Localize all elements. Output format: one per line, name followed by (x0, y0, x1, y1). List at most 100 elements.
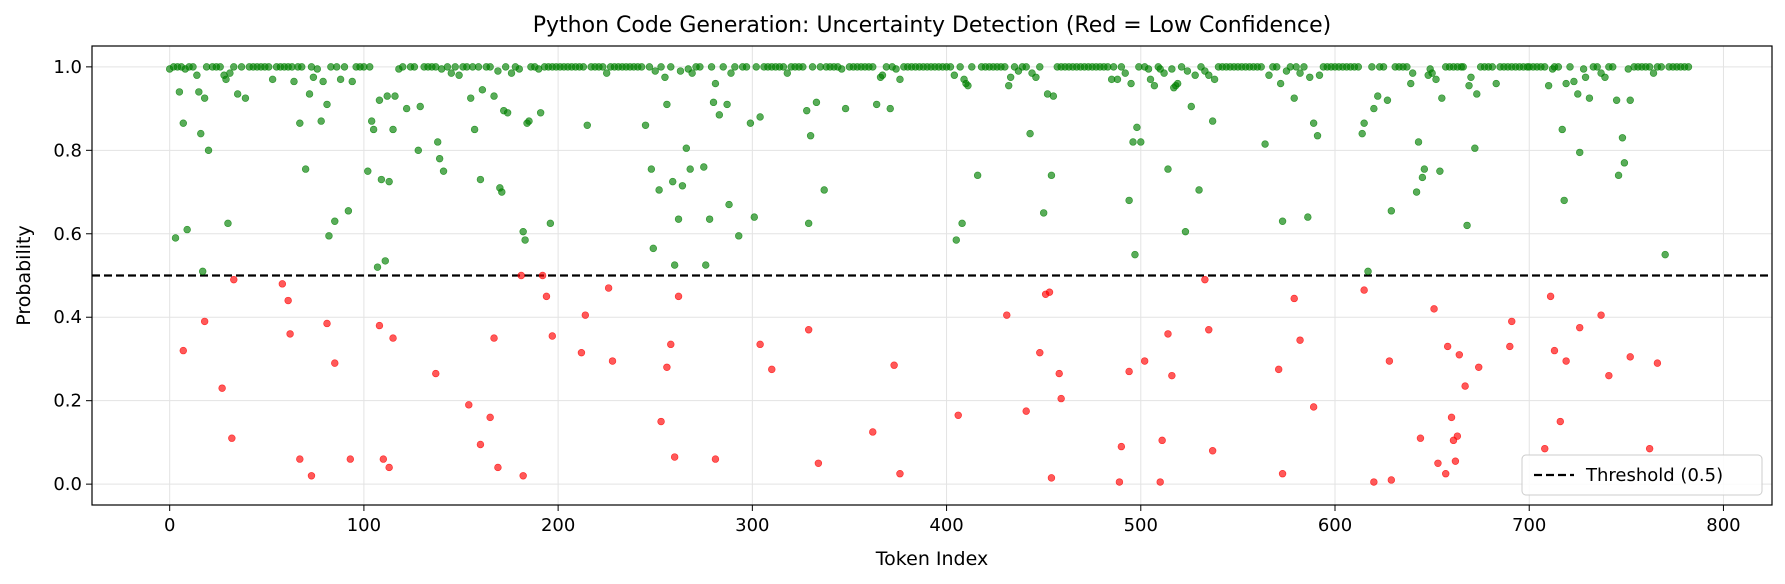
high-confidence-point (1005, 81, 1013, 90)
high-confidence-point (1436, 167, 1444, 175)
x-tick-label: 100 (347, 515, 381, 536)
low-confidence-point (494, 463, 502, 472)
high-confidence-point (414, 146, 422, 155)
high-confidence-point (686, 165, 694, 173)
high-confidence-point (1471, 144, 1479, 152)
high-confidence-point (447, 69, 456, 77)
high-confidence-point (1164, 165, 1172, 173)
low-confidence-point (1447, 413, 1456, 422)
low-confidence-point (1208, 447, 1217, 455)
high-confidence-point (1121, 69, 1129, 77)
high-confidence-point (1315, 71, 1324, 79)
high-confidence-point (1562, 79, 1570, 88)
high-confidence-point (498, 188, 506, 196)
high-confidence-point (1290, 94, 1298, 102)
x-tick-label: 300 (735, 515, 769, 536)
high-confidence-point (678, 182, 687, 190)
low-confidence-point (577, 348, 586, 357)
low-confidence-point (1309, 403, 1318, 411)
low-confidence-point (1550, 346, 1559, 355)
high-confidence-point (1173, 79, 1182, 88)
high-confidence-point (1626, 96, 1634, 104)
high-confidence-point (373, 263, 382, 271)
x-axis-title: Token Index (875, 548, 988, 570)
high-confidence-point (476, 175, 485, 184)
high-confidence-point (727, 69, 735, 77)
high-confidence-point (377, 175, 386, 184)
high-confidence-point (399, 63, 407, 71)
high-confidence-point (546, 219, 555, 228)
low-confidence-point (346, 455, 355, 463)
low-confidence-point (1274, 365, 1283, 374)
high-confidence-point (1657, 63, 1665, 71)
low-confidence-point (1168, 371, 1176, 380)
y-tick-label: 0.8 (53, 140, 82, 161)
high-confidence-point (1144, 65, 1153, 73)
high-confidence-point (1407, 79, 1415, 88)
high-confidence-point (1408, 69, 1417, 77)
low-confidence-point (1158, 436, 1166, 445)
high-confidence-point (348, 77, 356, 86)
high-confidence-point (1649, 69, 1658, 77)
low-confidence-point (1156, 478, 1164, 486)
high-confidence-point (331, 217, 339, 225)
high-confidence-point (1047, 171, 1056, 180)
high-confidence-point (439, 167, 448, 175)
high-confidence-point (1383, 96, 1392, 104)
high-confidence-point (896, 75, 904, 84)
high-confidence-point (237, 63, 246, 71)
high-confidence-point (197, 129, 205, 138)
high-confidence-point (1579, 65, 1588, 73)
low-confidence-point (604, 284, 613, 292)
low-confidence-point (1442, 470, 1450, 478)
high-confidence-point (1304, 213, 1312, 221)
low-confidence-point (1022, 407, 1030, 415)
high-confidence-point (1278, 217, 1287, 225)
high-confidence-point (1418, 173, 1427, 182)
low-confidence-point (1576, 323, 1584, 332)
high-confidence-point (1127, 79, 1135, 88)
low-confidence-point (711, 455, 720, 463)
legend: Threshold (0.5) (1521, 454, 1763, 496)
high-confidence-point (478, 86, 487, 94)
high-confidence-point (525, 117, 533, 125)
high-confidence-point (1181, 227, 1190, 236)
high-confidence-point (602, 69, 611, 77)
high-confidence-point (641, 121, 650, 129)
low-confidence-point (1117, 442, 1126, 451)
legend-threshold-label: Threshold (0.5) (1585, 465, 1723, 486)
grid (92, 46, 1772, 505)
high-confidence-point (1374, 92, 1382, 100)
high-confidence-point (222, 75, 230, 84)
high-confidence-point (1261, 140, 1269, 148)
x-tick-label: 0 (164, 515, 175, 536)
high-confidence-point (519, 227, 527, 236)
high-confidence-point (1541, 63, 1549, 71)
high-confidence-point (470, 125, 479, 134)
low-confidence-point (548, 332, 557, 340)
high-confidence-point (655, 186, 663, 194)
high-confidence-point (1133, 123, 1141, 132)
high-confidence-point (200, 94, 209, 102)
high-confidence-point (325, 232, 333, 240)
high-confidence-point (226, 69, 234, 77)
high-confidence-point (364, 167, 372, 175)
high-confidence-point (1370, 104, 1378, 113)
high-confidence-point (309, 73, 318, 81)
high-confidence-point (183, 225, 191, 234)
high-confidence-point (1467, 73, 1475, 81)
high-confidence-point (1300, 63, 1308, 71)
high-confidence-point (676, 67, 685, 75)
high-confidence-point (490, 92, 498, 100)
high-confidence-point (199, 267, 207, 276)
low-confidence-point (1556, 417, 1565, 426)
high-confidence-point (1593, 63, 1601, 71)
high-confidence-point (670, 261, 679, 269)
high-confidence-point (1117, 63, 1126, 71)
high-confidence-point (451, 63, 459, 71)
high-confidence-point (402, 104, 411, 113)
high-confidence-point (688, 69, 696, 77)
high-confidence-point (298, 63, 306, 71)
